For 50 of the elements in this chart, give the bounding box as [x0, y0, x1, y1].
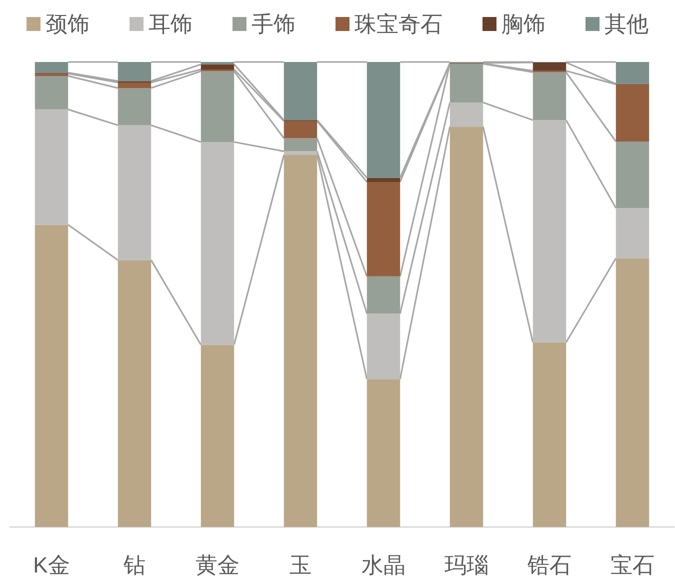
x-tick-label: 宝石 — [610, 552, 654, 578]
bar — [200, 142, 234, 345]
x-tick-label: 水晶 — [362, 552, 406, 578]
x-tick-label: 钻 — [122, 552, 146, 578]
bar — [616, 62, 650, 84]
legend-label: 胸饰 — [502, 12, 546, 36]
bar — [200, 64, 234, 70]
bar — [34, 62, 68, 73]
bar — [616, 258, 650, 527]
bar — [118, 125, 152, 260]
bar — [34, 109, 68, 225]
bar — [616, 84, 650, 142]
bar — [34, 224, 68, 527]
bar — [366, 62, 400, 178]
bar — [118, 82, 152, 88]
x-tick-label: 锆石 — [526, 552, 572, 578]
legend-label: 其他 — [604, 12, 648, 36]
x-tick-label: 黄金 — [196, 552, 240, 578]
bar — [284, 62, 318, 120]
bar — [366, 314, 400, 380]
x-tick-label: 玉 — [290, 552, 312, 578]
bar — [284, 121, 318, 138]
legend-label: 颈饰 — [46, 12, 90, 36]
bar — [450, 102, 484, 127]
bar — [118, 62, 152, 82]
bar — [366, 379, 400, 527]
bar — [366, 182, 400, 276]
bar — [284, 151, 318, 155]
bar — [532, 342, 566, 527]
legend-label: 耳饰 — [148, 12, 192, 36]
bar — [284, 155, 318, 527]
legend-label: 手饰 — [252, 12, 296, 36]
bar — [616, 208, 650, 258]
bar — [450, 126, 484, 527]
bar — [118, 88, 152, 126]
legend-label: 珠宝奇石 — [354, 12, 442, 36]
bar — [200, 344, 234, 527]
bar — [532, 120, 566, 342]
bar — [118, 260, 152, 527]
bar — [200, 71, 234, 142]
bar — [34, 76, 68, 110]
bar — [366, 276, 400, 314]
x-tick-label: 玛瑙 — [444, 552, 488, 578]
bar — [532, 62, 566, 71]
x-tick-label: K金 — [33, 552, 70, 578]
bar — [450, 64, 484, 102]
bar — [366, 178, 400, 182]
bar — [616, 142, 650, 208]
bar — [532, 72, 566, 120]
bar — [284, 138, 318, 152]
